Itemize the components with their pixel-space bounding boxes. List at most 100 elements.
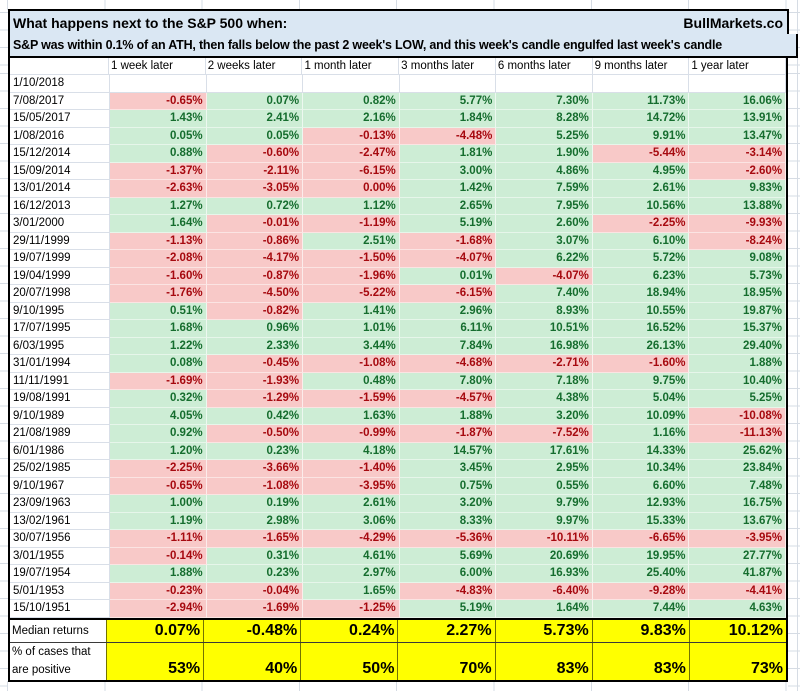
return-cell[interactable]: 3.20% [399,495,497,513]
return-cell[interactable]: -3.95% [689,530,787,548]
return-cell[interactable]: 8.93% [496,302,593,320]
return-cell[interactable]: 9.79% [496,495,593,513]
return-cell[interactable]: -4.68% [399,355,497,373]
return-cell[interactable]: 1.68% [110,320,207,338]
return-cell[interactable]: 0.07% [206,92,304,110]
return-cell[interactable]: 0.51% [110,302,207,320]
return-cell[interactable]: -1.13% [110,232,207,250]
return-cell[interactable]: 5.19% [399,215,497,233]
return-cell[interactable]: 10.51% [496,320,593,338]
return-cell[interactable]: 0.01% [399,267,497,285]
return-cell[interactable]: 0.00% [303,180,400,198]
return-cell[interactable]: 5.25% [496,127,593,145]
return-cell[interactable]: 0.92% [110,425,207,443]
return-cell[interactable]: -5.36% [399,530,497,548]
return-cell[interactable]: 1.20% [110,442,207,460]
return-cell[interactable]: -1.93% [206,372,304,390]
return-cell[interactable]: -0.04% [206,582,304,600]
date-cell[interactable]: 3/01/1955 [10,547,110,565]
return-cell[interactable]: -3.05% [206,180,304,198]
percent-positive-cell[interactable]: 50% [300,642,398,680]
return-cell[interactable]: -6.65% [592,530,690,548]
return-cell[interactable]: 20.69% [496,547,593,565]
return-cell[interactable]: 0.42% [206,407,304,425]
return-cell[interactable]: -1.29% [206,390,304,408]
return-cell[interactable]: -0.14% [110,547,207,565]
return-cell[interactable]: 5.69% [399,547,497,565]
date-cell[interactable]: 19/07/1999 [10,250,110,268]
return-cell[interactable]: -1.68% [399,232,497,250]
return-cell[interactable]: -1.40% [303,460,400,478]
return-cell[interactable]: 13.67% [689,512,787,530]
corner-cell[interactable] [10,58,109,75]
return-cell[interactable]: -1.60% [592,355,690,373]
return-cell[interactable]: -1.69% [206,600,304,618]
date-cell[interactable]: 9/10/1989 [10,407,110,425]
return-cell[interactable]: 14.57% [399,442,497,460]
return-cell[interactable]: 3.06% [303,512,400,530]
return-cell[interactable]: -0.99% [303,425,400,443]
date-cell[interactable]: 19/04/1999 [10,267,110,285]
return-cell[interactable]: 7.44% [592,600,690,618]
return-cell[interactable]: 5.77% [399,92,497,110]
return-cell[interactable]: -2.11% [206,162,304,180]
return-cell[interactable]: 1.19% [110,512,207,530]
return-cell[interactable]: -4.48% [399,127,497,145]
return-cell[interactable]: 15.37% [689,320,787,338]
return-cell[interactable]: 5.19% [399,600,497,618]
date-cell[interactable]: 11/11/1991 [10,372,110,390]
date-cell[interactable]: 9/10/1967 [10,477,110,495]
median-value-cell[interactable]: -0.48% [203,619,301,642]
return-cell[interactable]: -2.08% [110,250,207,268]
date-cell[interactable]: 21/08/1989 [10,425,110,443]
return-cell[interactable]: 12.93% [592,495,690,513]
percent-positive-cell[interactable]: 73% [688,642,786,680]
return-cell[interactable]: -1.08% [206,477,304,495]
return-cell[interactable]: 5.25% [689,390,787,408]
return-cell[interactable]: 1.84% [399,110,497,128]
return-cell[interactable]: 7.95% [496,197,593,215]
return-cell[interactable] [110,75,207,93]
return-cell[interactable]: 7.80% [399,372,497,390]
date-cell[interactable]: 16/12/2013 [10,197,110,215]
return-cell[interactable]: -5.44% [592,145,690,163]
return-cell[interactable]: -2.60% [689,162,787,180]
return-cell[interactable]: 9.75% [592,372,690,390]
return-cell[interactable]: -6.40% [496,582,593,600]
date-cell[interactable]: 15/12/2014 [10,145,110,163]
return-cell[interactable]: 7.84% [399,337,497,355]
return-cell[interactable]: 9.91% [592,127,690,145]
return-cell[interactable]: 9.08% [689,250,787,268]
return-cell[interactable]: 1.27% [110,197,207,215]
return-cell[interactable]: 4.86% [496,162,593,180]
median-value-cell[interactable]: 9.83% [591,619,689,642]
return-cell[interactable]: -1.76% [110,285,207,303]
column-header[interactable]: 1 year later [689,58,787,75]
return-cell[interactable]: 0.31% [206,547,304,565]
column-header[interactable]: 2 weeks later [205,58,303,75]
column-header[interactable]: 9 months later [592,58,690,75]
median-value-cell[interactable]: 5.73% [494,619,592,642]
return-cell[interactable]: 5.73% [689,267,787,285]
return-cell[interactable]: 19.95% [592,547,690,565]
return-cell[interactable]: 2.16% [303,110,400,128]
return-cell[interactable]: 1.12% [303,197,400,215]
return-cell[interactable]: -1.50% [303,250,400,268]
return-cell[interactable]: 9.83% [689,180,787,198]
return-cell[interactable]: 0.82% [303,92,400,110]
return-cell[interactable]: 13.88% [689,197,787,215]
return-cell[interactable]: 4.63% [689,600,787,618]
return-cell[interactable]: 0.72% [206,197,304,215]
return-cell[interactable]: -3.14% [689,145,787,163]
return-cell[interactable]: 8.33% [399,512,497,530]
date-cell[interactable]: 9/10/1995 [10,302,110,320]
date-cell[interactable]: 19/07/1954 [10,565,110,583]
return-cell[interactable]: 0.19% [206,495,304,513]
return-cell[interactable]: 16.06% [689,92,787,110]
return-cell[interactable]: -2.94% [110,600,207,618]
return-cell[interactable]: -4.07% [496,267,593,285]
return-cell[interactable]: 0.32% [110,390,207,408]
return-cell[interactable]: -9.93% [689,215,787,233]
return-cell[interactable]: -4.50% [206,285,304,303]
return-cell[interactable]: 4.95% [592,162,690,180]
